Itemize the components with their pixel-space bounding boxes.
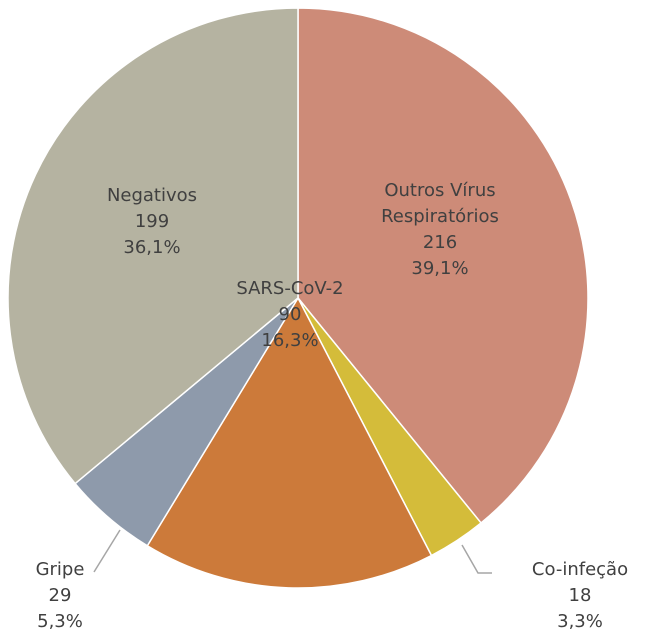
category-label: Negativos bbox=[106, 185, 198, 206]
leader-line bbox=[461, 544, 492, 574]
slice-label: SARS-CoV-2 90 16,3% bbox=[210, 276, 370, 354]
category-label: Outros Vírus Respiratórios bbox=[381, 180, 499, 227]
value-label: 216 bbox=[422, 232, 458, 253]
share-label: 5,3% bbox=[37, 611, 83, 632]
slice-label: Negativos 199 36,1% bbox=[72, 183, 232, 261]
value-label: 90 bbox=[278, 304, 302, 325]
slice-label: Co-infeção 18 3,3% bbox=[500, 557, 645, 635]
pie-slice bbox=[7, 7, 299, 485]
value-label: 18 bbox=[568, 585, 592, 606]
share-label: 39,1% bbox=[411, 258, 469, 279]
share-label: 16,3% bbox=[261, 330, 319, 351]
value-label: 199 bbox=[134, 211, 170, 232]
value-label: 29 bbox=[48, 585, 72, 606]
category-label: SARS-CoV-2 bbox=[236, 278, 344, 299]
pie-slice bbox=[297, 7, 589, 525]
category-label: Co-infeção bbox=[531, 559, 629, 580]
slice-label: Gripe 29 5,3% bbox=[0, 557, 140, 635]
leader-line bbox=[93, 529, 121, 573]
share-label: 3,3% bbox=[557, 611, 603, 632]
pie-slice bbox=[146, 296, 433, 589]
slice-label: Outros Vírus Respiratórios 216 39,1% bbox=[365, 178, 515, 282]
share-label: 36,1% bbox=[123, 237, 181, 258]
category-label: Gripe bbox=[35, 559, 85, 580]
